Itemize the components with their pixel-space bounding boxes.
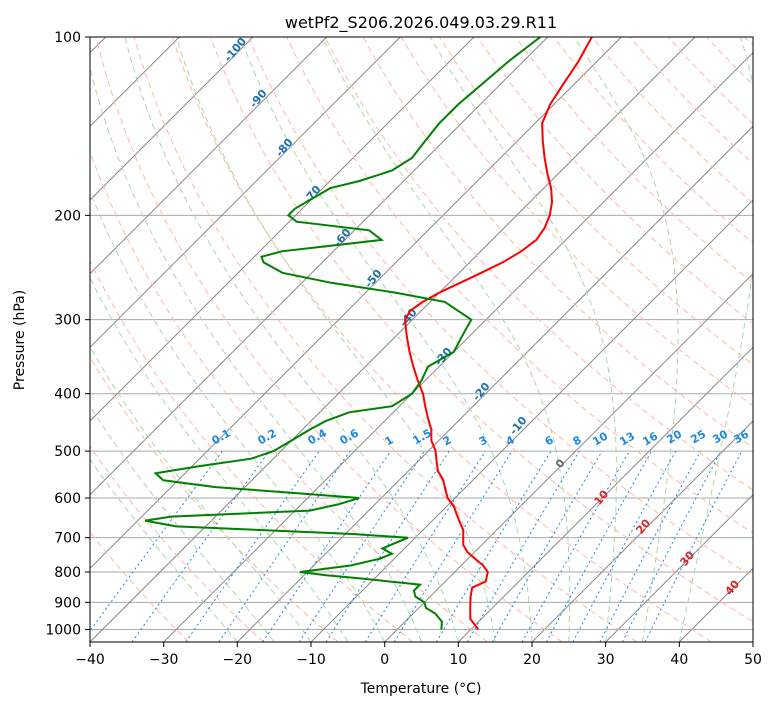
x-tick-label: 0 (380, 652, 389, 668)
y-tick-label: 300 (54, 313, 81, 329)
x-tick-label: 20 (523, 652, 541, 668)
x-tick-label: 50 (744, 652, 762, 668)
x-tick-label: −40 (75, 652, 105, 668)
y-tick-label: 600 (54, 491, 81, 507)
x-tick-label: −10 (296, 652, 326, 668)
y-tick-label: 400 (54, 387, 81, 403)
x-axis-label: Temperature (°C) (360, 681, 482, 697)
y-tick-label: 800 (54, 565, 81, 581)
y-tick-label: 500 (54, 444, 81, 460)
y-axis-label: Pressure (hPa) (12, 290, 28, 390)
y-tick-label: 100 (54, 30, 81, 46)
y-tick-label: 1000 (45, 622, 81, 638)
chart-title: wetPf2_S206.2026.049.03.29.R11 (285, 13, 557, 33)
y-tick-label: 200 (54, 208, 81, 224)
x-tick-label: −30 (149, 652, 179, 668)
y-tick-label: 900 (54, 595, 81, 611)
x-tick-label: 30 (597, 652, 615, 668)
x-tick-label: 10 (449, 652, 467, 668)
y-tick-label: 700 (54, 531, 81, 547)
x-tick-label: −20 (223, 652, 253, 668)
x-tick-label: 40 (670, 652, 688, 668)
